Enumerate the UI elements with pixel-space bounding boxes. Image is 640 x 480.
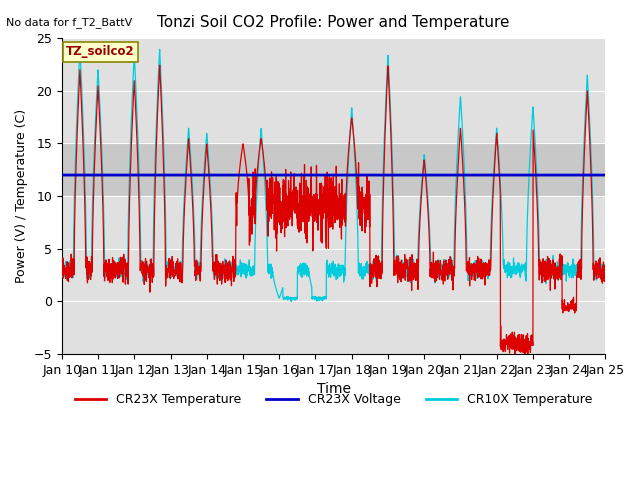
Title: Tonzi Soil CO2 Profile: Power and Temperature: Tonzi Soil CO2 Profile: Power and Temper… <box>157 15 510 30</box>
Text: No data for f_T2_BattV: No data for f_T2_BattV <box>6 17 132 28</box>
Y-axis label: Power (V) / Temperature (C): Power (V) / Temperature (C) <box>15 109 28 283</box>
Bar <box>62 144 605 196</box>
Legend: CR23X Temperature, CR23X Voltage, CR10X Temperature: CR23X Temperature, CR23X Voltage, CR10X … <box>70 388 597 411</box>
X-axis label: Time: Time <box>317 383 351 396</box>
Text: TZ_soilco2: TZ_soilco2 <box>66 46 135 59</box>
